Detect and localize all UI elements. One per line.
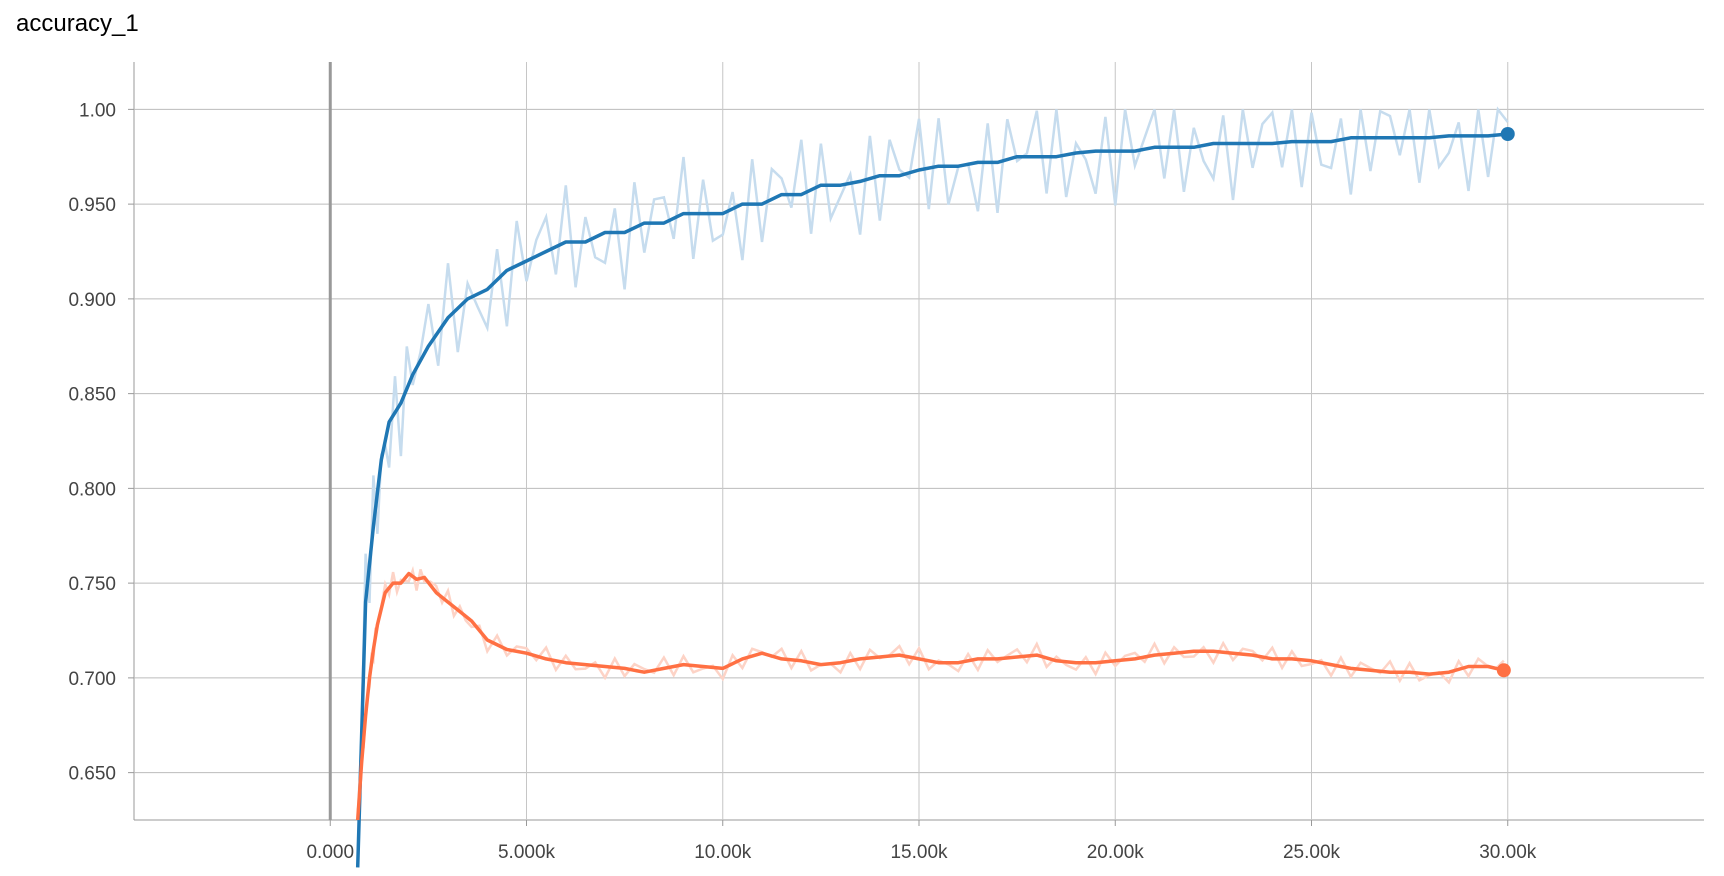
- raw-series-layer: [356, 106, 1509, 821]
- smoothed-series-layer: [355, 127, 1515, 868]
- y-tick-label: 0.950: [68, 195, 116, 216]
- tick-labels: 0.650 0.700 0.750 0.800 0.850 0.900 0.950 1.00 0…: [68, 100, 1536, 863]
- series-line: [355, 132, 1508, 868]
- y-tick-label: 0.700: [68, 669, 116, 690]
- series-end-point: [1500, 127, 1515, 142]
- x-tick-label: 5.000k: [498, 842, 556, 863]
- x-tick-label: 10.00k: [694, 842, 752, 863]
- x-tick-label: 30.00k: [1479, 842, 1537, 863]
- y-tick-label: 0.800: [68, 479, 116, 500]
- y-tick-label: 0.900: [68, 290, 116, 311]
- series-raw-line: [356, 106, 1509, 821]
- x-tick-label: 20.00k: [1087, 842, 1145, 863]
- y-tick-label: 0.750: [68, 574, 116, 595]
- x-tick-label: 25.00k: [1283, 842, 1341, 863]
- series-raw-line: [356, 565, 1505, 811]
- x-tick-label: 15.00k: [890, 842, 948, 863]
- y-tick-label: 0.850: [68, 385, 116, 406]
- x-tick-label: 0.000: [306, 842, 354, 863]
- series-end-point: [1496, 663, 1511, 678]
- series-line: [355, 571, 1505, 821]
- chart-title: accuracy_1: [16, 10, 139, 37]
- y-tick-label: 0.650: [68, 764, 116, 785]
- y-tick-label: 1.00: [79, 100, 116, 121]
- grid: [128, 62, 1704, 826]
